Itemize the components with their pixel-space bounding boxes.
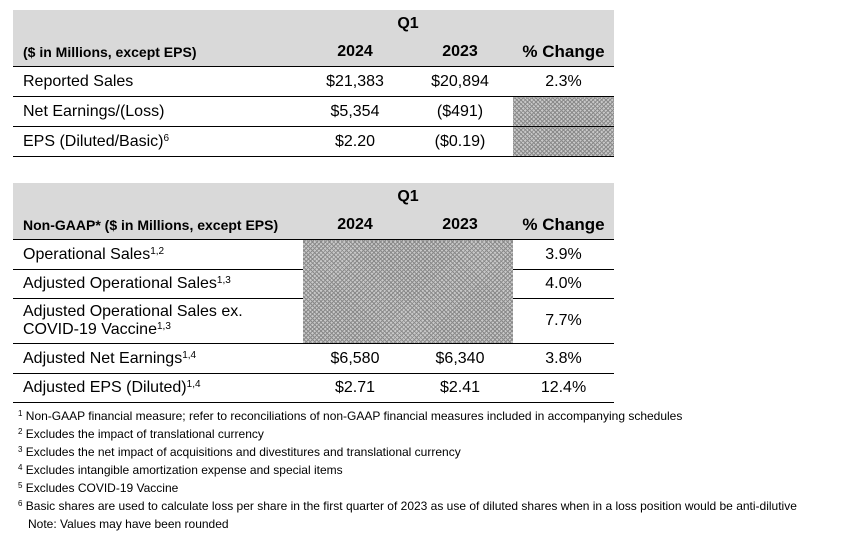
column-header-2024: 2024 [303, 210, 407, 240]
value-pct-change: 4.0% [513, 269, 614, 299]
column-header-metric: Non-GAAP* ($ in Millions, except EPS) [13, 210, 303, 240]
table-row: Adjusted Net Earnings1,4 $6,580 $6,340 3… [13, 343, 614, 374]
value-pct-change: 3.8% [513, 343, 614, 374]
footnote-2: 2 Excludes the impact of translational c… [18, 427, 264, 441]
table-row: Adjusted Operational Sales ex. COVID-19 V… [13, 298, 614, 344]
rounding-note: Note: Values may have been rounded [28, 517, 229, 531]
footnote-ref: 1,3 [216, 275, 231, 286]
period-label: Q1 [303, 183, 513, 210]
column-header-row: Non-GAAP* ($ in Millions, except EPS) 20… [13, 210, 614, 240]
footnote-5: 5 Excludes COVID-19 Vaccine [18, 481, 179, 495]
value-2023: $6,340 [407, 343, 513, 374]
value-2024: $2.71 [303, 373, 407, 403]
row-label: EPS (Diluted/Basic)6 [13, 126, 303, 157]
shaded-cell [513, 126, 614, 157]
shaded-cell [303, 239, 513, 344]
table-row: EPS (Diluted/Basic)6 $2.20 ($0.19) [13, 126, 614, 157]
column-header-row: ($ in Millions, except EPS) 2024 2023 % … [13, 37, 614, 67]
column-header-2023: 2023 [407, 210, 513, 240]
table-row: Operational Sales1,2 3.9% [13, 239, 614, 344]
row-label: Adjusted Operational Sales1,3 [13, 269, 303, 299]
footnote-ref: 1,4 [182, 349, 197, 361]
value-pct-change: 2.3% [513, 66, 614, 97]
row-label: Net Earnings/(Loss) [13, 96, 303, 127]
shaded-cell [513, 96, 614, 127]
footnote-1: 1 Non-GAAP financial measure; refer to r… [18, 409, 683, 423]
footnote-4: 4 Excludes intangible amortization expen… [18, 463, 343, 477]
row-label: Adjusted EPS (Diluted)1,4 [13, 373, 303, 403]
value-2023: ($0.19) [407, 126, 513, 157]
table-row: Adjusted EPS (Diluted)1,4 $2.71 $2.41 12… [13, 373, 614, 403]
value-2024: $6,580 [303, 343, 407, 374]
value-pct-change: 7.7% [513, 298, 614, 344]
column-header-metric: ($ in Millions, except EPS) [13, 37, 303, 67]
value-2023: ($491) [407, 96, 513, 127]
footnote-ref: 1,2 [150, 245, 165, 257]
row-label: Operational Sales1,2 [13, 239, 303, 270]
footnotes: 1 Non-GAAP financial measure; refer to r… [18, 407, 797, 533]
non-gaap-results-table: Q1 Non-GAAP* ($ in Millions, except EPS)… [13, 183, 614, 403]
column-header-2023: 2023 [407, 37, 513, 67]
value-2024: $2.20 [303, 126, 407, 157]
period-header-row: Q1 [13, 10, 614, 37]
period-label: Q1 [303, 10, 513, 37]
table-row: Reported Sales $21,383 $20,894 2.3% [13, 66, 614, 97]
table-row: Adjusted Operational Sales1,3 4.0% [13, 269, 614, 299]
table-row: Net Earnings/(Loss) $5,354 ($491) [13, 96, 614, 127]
value-pct-change: 3.9% [513, 239, 614, 270]
value-2024: $21,383 [303, 66, 407, 97]
value-pct-change: 12.4% [513, 373, 614, 403]
row-label: Adjusted Operational Sales ex. COVID-19 V… [13, 298, 303, 344]
value-2024: $5,354 [303, 96, 407, 127]
footnote-3: 3 Excludes the net impact of acquisition… [18, 445, 461, 459]
value-2023: $2.41 [407, 373, 513, 403]
row-label: Adjusted Net Earnings1,4 [13, 343, 303, 374]
reported-results-table: Q1 ($ in Millions, except EPS) 2024 2023… [13, 10, 614, 157]
footnote-ref: 1,3 [156, 321, 171, 332]
footnote-ref: 1,4 [186, 379, 201, 390]
column-header-pct-change: % Change [513, 210, 614, 240]
footnote-6: 6 Basic shares are used to calculate los… [18, 499, 797, 513]
column-header-pct-change: % Change [513, 37, 614, 67]
footnote-ref: 6 [163, 132, 170, 144]
period-header-row: Q1 [13, 183, 614, 210]
value-2023: $20,894 [407, 66, 513, 97]
column-header-2024: 2024 [303, 37, 407, 67]
row-label: Reported Sales [13, 66, 303, 97]
